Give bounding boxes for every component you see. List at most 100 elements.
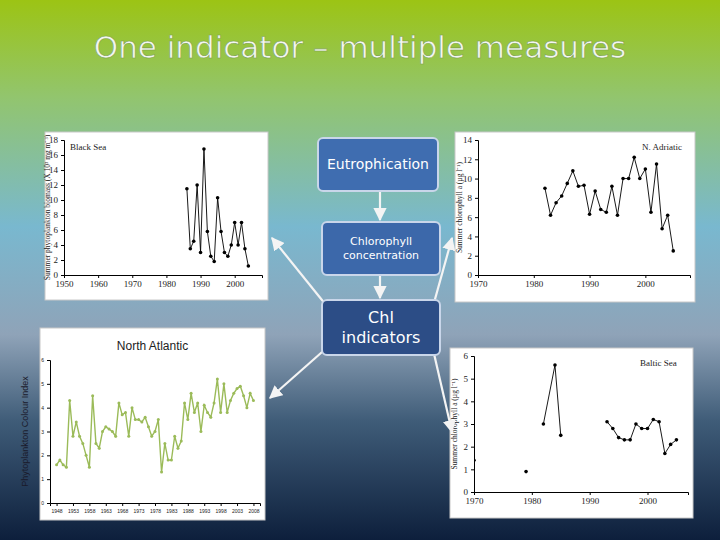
x-tick-label: 1963 [101, 508, 112, 514]
data-point [160, 471, 163, 474]
data-point [144, 416, 147, 419]
data-point [232, 392, 235, 395]
data-point [98, 447, 101, 450]
x-tick-label: 1988 [183, 508, 194, 514]
chart: 1948195319581963196819731978198319881993… [20, 328, 265, 520]
y-tick-label: 6 [468, 213, 473, 223]
data-point [209, 416, 212, 419]
x-tick: 2000 [226, 275, 245, 289]
x-tick-mark [253, 503, 254, 506]
x-tick-mark [155, 503, 156, 506]
arrow [432, 345, 452, 432]
y-tick-mark [47, 455, 50, 456]
arrow [379, 275, 381, 298]
arrow [379, 191, 381, 220]
data-point [671, 249, 675, 253]
chart-title: North Atlantic [117, 339, 188, 353]
y-label: Summer chlorophyll a (µg l⁻¹) [455, 161, 464, 253]
y-tick: 2 [41, 452, 50, 458]
data-point [226, 254, 230, 258]
data-point [193, 411, 196, 414]
y-axis-line [47, 361, 51, 504]
x-tick-label: 1990 [192, 279, 211, 289]
data-point [186, 418, 189, 421]
data-point [216, 196, 220, 200]
x-tick-label: 1950 [56, 279, 75, 289]
y-label: Phytoplankton Colour Index [20, 376, 30, 487]
data-point [180, 440, 183, 443]
data-point [663, 452, 667, 456]
arrow [270, 345, 330, 398]
y-tick-mark [61, 245, 64, 246]
series-line [474, 365, 676, 472]
data-point [131, 406, 134, 409]
data-point [127, 435, 130, 438]
y-tick-mark [475, 275, 478, 276]
data-point [634, 422, 638, 426]
diagram: EutrophicationChlorophyllconcentrationCh… [270, 138, 452, 432]
x-tick-label: 1993 [199, 508, 210, 514]
data-point [644, 167, 648, 171]
data-point [209, 254, 213, 258]
y-tick: 4 [41, 405, 50, 411]
data-point [543, 186, 547, 190]
y-tick-label: 6 [54, 225, 59, 235]
data-point [222, 382, 225, 385]
y-tick-mark [47, 384, 50, 385]
y-tick-mark [475, 159, 478, 160]
x-tick-label: 1990 [581, 279, 600, 289]
y-tick-label: 6 [464, 351, 469, 361]
x-tick: 1993 [199, 503, 210, 514]
data-point [134, 418, 137, 421]
x-tick-label: 1970 [466, 496, 485, 506]
y-tick-mark [475, 236, 478, 237]
y-tick: 5 [464, 374, 475, 384]
y-tick: 4 [54, 240, 65, 250]
y-tick-label: 0 [468, 270, 473, 280]
data-point [660, 227, 664, 231]
y-tick-label: 3 [41, 429, 44, 435]
data-point [666, 213, 670, 217]
y-label: Summer phytoplankton biomass (X 10³ mg m… [43, 134, 52, 280]
chart-title: Baltic Sea [640, 358, 677, 368]
data-point [117, 401, 120, 404]
x-tick: 1990 [192, 275, 211, 289]
y-tick-mark [61, 140, 64, 141]
panel [450, 348, 693, 518]
y-tick-mark [61, 200, 64, 201]
data-point [65, 466, 68, 469]
data-point [55, 463, 58, 466]
data-point [593, 189, 597, 193]
data-point [617, 436, 621, 440]
data-point [616, 213, 620, 217]
y-axis-line [61, 141, 65, 276]
data-point [628, 438, 632, 442]
data-point [638, 177, 642, 181]
y-tick-label: 5 [464, 374, 469, 384]
y-tick: 12 [463, 155, 478, 165]
data-point [101, 430, 104, 433]
x-tick: 2008 [248, 503, 259, 514]
x-tick: 1960 [90, 275, 109, 289]
y-tick: 4 [468, 232, 479, 242]
y-tick-label: 6 [41, 357, 44, 363]
x-tick-mark [235, 275, 236, 278]
x-tick: 1958 [84, 503, 95, 514]
series-line [545, 157, 673, 251]
data-point [167, 459, 170, 462]
data-point [623, 438, 627, 442]
y-tick-mark [471, 447, 474, 448]
diagram-label: Eutrophication [327, 156, 429, 172]
data-point [649, 211, 653, 215]
x-tick: 1948 [52, 503, 63, 514]
data-point [247, 264, 251, 268]
y-tick-mark [475, 217, 478, 218]
x-tick: 1990 [581, 492, 600, 506]
y-tick-mark [471, 469, 474, 470]
data-point [58, 459, 61, 462]
x-tick-label: 1980 [525, 279, 544, 289]
y-tick: 2 [468, 251, 479, 261]
data-point [651, 418, 655, 422]
x-tick-mark [171, 503, 172, 506]
y-tick-mark [471, 356, 474, 357]
